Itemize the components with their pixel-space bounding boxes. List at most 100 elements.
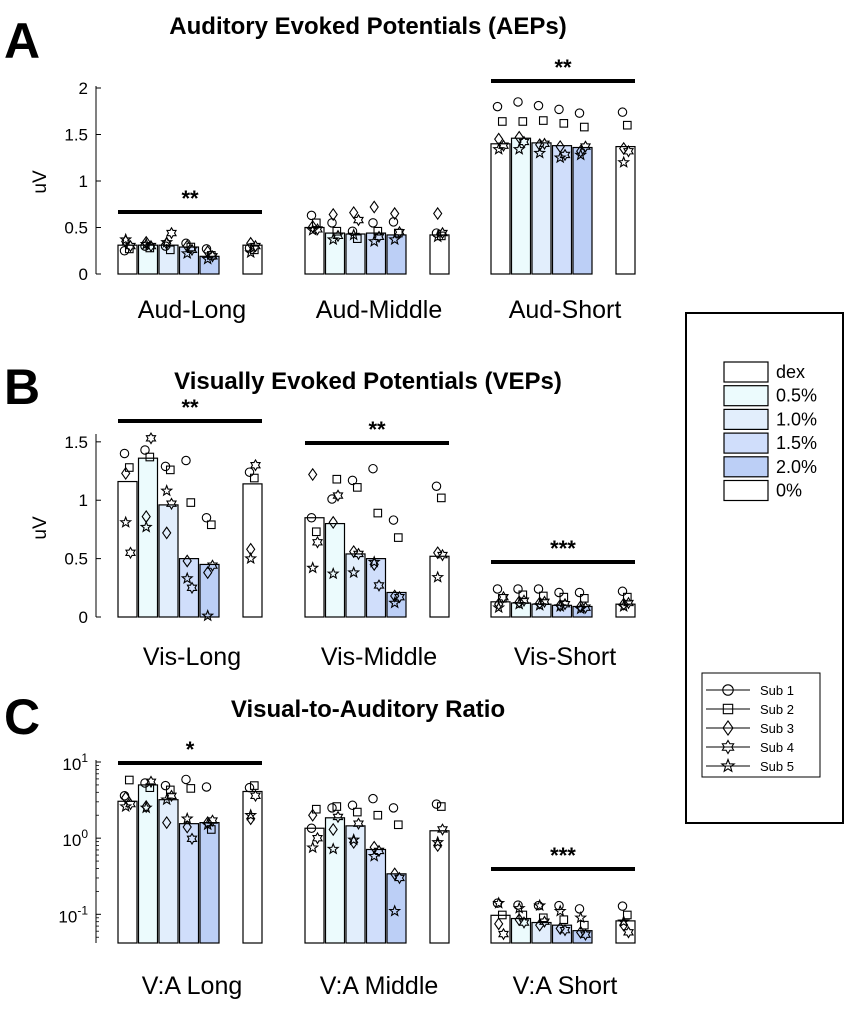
panel-b-title: Visually Evoked Potentials (VEPs) (174, 368, 562, 395)
panel-a-significance-label: ** (181, 186, 199, 211)
panel-c-point-square (497, 910, 507, 920)
panel-a-point-star (201, 252, 215, 265)
panel-b-point-circle (617, 586, 628, 597)
panel-c-point-hexagram (250, 789, 261, 803)
panel-a-point-star (533, 146, 547, 159)
legend-condition-label: dex (776, 362, 805, 382)
panel-b-point-square (559, 592, 569, 602)
panel-c-point-hexagram (580, 928, 591, 942)
panel-b-point-circle (368, 463, 378, 474)
panel-c-point-hexagram (353, 817, 364, 831)
panel-b-point-square (332, 474, 342, 484)
panel-c-bar-v-a-short-2 (531, 921, 552, 944)
panel-b-point-square (165, 465, 175, 475)
panel-a-point-square (497, 117, 507, 126)
panel-a-point-hexagram (186, 243, 198, 257)
panel-a-point-square (622, 120, 632, 130)
panel-a-point-star (139, 237, 153, 250)
panel-a-point-hexagram (437, 226, 448, 240)
panel-c-point-square (352, 807, 362, 817)
panel-c-bar-v-a-middle-3 (365, 848, 387, 944)
panel-c-bar-v-a-long-4 (199, 822, 220, 944)
panel-c-point-hexagram (539, 915, 550, 929)
panel-b-point-diamond (308, 467, 318, 482)
panel-c-point-diamond (494, 917, 504, 931)
panel-a-ytick-label: 0.5 (64, 219, 88, 238)
panel-a-point-circle (306, 210, 317, 221)
legend-condition-label: 0% (776, 481, 802, 501)
panel-a-point-star (244, 245, 258, 259)
panel-a-point-star (119, 232, 133, 246)
legend-subject-marker-circle (722, 684, 734, 696)
panel-b-point-diamond (514, 595, 524, 609)
panel-c-point-circle (201, 782, 212, 792)
panel-b-point-square (352, 483, 362, 492)
panel-a-bar-aud-middle-0 (304, 226, 325, 275)
panel-b-point-circle (181, 455, 191, 466)
panel-b-point-circle (306, 512, 317, 523)
panel-b-point-star (617, 599, 631, 613)
panel-c-point-star (553, 904, 567, 917)
panel-c-point-star (617, 914, 631, 928)
panel-a-point-diamond (390, 206, 400, 221)
panel-b-point-star (431, 570, 445, 583)
panel-a-ytick-label: 1 (79, 172, 88, 191)
legend-swatch (723, 408, 769, 430)
panel-b-point-diamond (535, 596, 545, 610)
panel-a-point-hexagram (166, 226, 177, 240)
panel-c-point-hexagram (437, 823, 448, 836)
panel-a-point-star (160, 235, 174, 248)
panel-b-point-square (393, 533, 403, 542)
panel-c-significance-label: *** (550, 843, 576, 868)
panel-c-point-square (124, 775, 134, 785)
panel-b-point-square (373, 508, 383, 518)
panel-b-significance-label: ** (368, 417, 386, 442)
panel-c-point-star (244, 808, 258, 821)
panel-c-point-hexagram (623, 925, 634, 939)
panel-c-point-diamond (308, 808, 318, 822)
panel-a-category-label: Aud-Short (509, 296, 622, 324)
panel-a-bar-aud-middle-1 (324, 232, 346, 275)
panel-c-point-star (326, 842, 340, 855)
panel-b-point-hexagram (125, 546, 136, 560)
panel-c-point-hexagram (394, 871, 405, 885)
panel-letter-a: A (4, 13, 40, 69)
panel-b-point-star (244, 551, 258, 565)
panel-b-point-hexagram (312, 535, 323, 549)
panel-c-point-circle (181, 774, 191, 785)
panel-a-point-star (180, 246, 194, 260)
panel-c-point-square (559, 915, 569, 925)
panel-b-point-square (622, 592, 632, 602)
panel-a-ytick-label: 1.5 (64, 126, 88, 145)
panel-a-point-star (617, 155, 631, 168)
panel-b-point-star (388, 596, 402, 609)
panel-a-title: Auditory Evoked Potentials (AEPs) (169, 13, 566, 40)
panel-a-point-circle (574, 108, 585, 118)
panel-b-point-diamond (246, 542, 256, 556)
panel-b-ytick-label: 1.5 (64, 433, 88, 452)
legend-subject-label: Sub 5 (760, 759, 794, 774)
panel-b-plot: 0 0.5 1 1.5 ** Vis-Long ** Vis-Middle *** Vis-Sho… (64, 395, 636, 671)
panel-b-point-hexagram (353, 547, 364, 561)
panel-c-point-circle (513, 900, 523, 910)
panel-c-bar-v-a-middle-1 (324, 817, 346, 944)
panel-b-point-star (574, 602, 588, 615)
panel-c-point-diamond (182, 820, 192, 834)
panel-a-point-circle (119, 246, 130, 256)
panel-c-point-hexagram (332, 810, 344, 824)
panel-a-point-square (249, 245, 259, 255)
panel-b-category-label: Vis-Long (143, 643, 241, 671)
panel-a-point-diamond (369, 200, 379, 214)
panel-a-point-star (367, 234, 381, 247)
panel-c-point-star (388, 904, 402, 917)
panel-b-point-star (119, 515, 133, 528)
panel-b-point-hexagram (332, 489, 344, 502)
panel-b-point-hexagram (394, 590, 405, 604)
panel-a-point-star (512, 142, 526, 155)
panel-a-ylabel: uV (30, 170, 51, 194)
legend-swatch (723, 361, 769, 383)
panel-c-point-star (533, 898, 547, 912)
panel-c-bar-v-a-long-0 (117, 800, 138, 944)
panel-c-point-square (436, 802, 446, 811)
panel-b-bar-vis-short-3 (551, 604, 573, 618)
